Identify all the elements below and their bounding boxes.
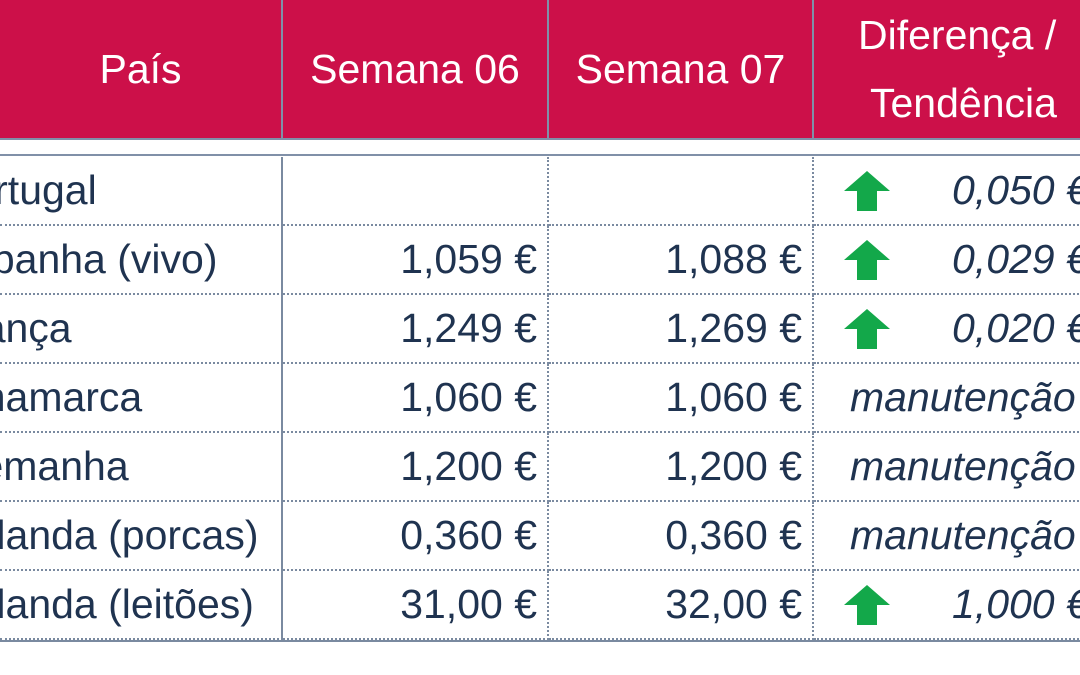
table-cell-week07: 32,00 € xyxy=(549,571,814,640)
week06-value: 1,200 € xyxy=(400,443,537,489)
diff-value: 1,000 € xyxy=(952,581,1080,627)
country-value: Espanha (vivo) xyxy=(0,236,218,282)
table-cell-week06: 0,360 € xyxy=(283,502,549,571)
country-value: Portugal xyxy=(0,167,97,213)
week07-value: 1,088 € xyxy=(665,236,802,282)
week06-value: 31,00 € xyxy=(400,581,537,627)
header-country: País xyxy=(0,0,283,140)
diff-text: manutenção xyxy=(850,374,1076,420)
table-cell-country: França xyxy=(0,295,283,364)
table-cell-diff: manutenção xyxy=(814,433,1080,502)
table-cell-week07: 1,269 € xyxy=(549,295,814,364)
country-value: Alemanha xyxy=(0,443,129,489)
header-week07-label: Semana 07 xyxy=(575,45,786,92)
header-week07: Semana 07 xyxy=(549,0,814,140)
week06-value: 0,360 € xyxy=(400,512,537,558)
table-cell-week06: 1,249 € xyxy=(283,295,549,364)
table-cell-week06: 31,00 € xyxy=(283,571,549,640)
table-cell-week06: 1,060 € xyxy=(283,364,549,433)
table-cell-diff: manutenção xyxy=(814,364,1080,433)
diff-text: manutenção xyxy=(850,443,1076,489)
table-cell-diff: 0,029 € xyxy=(814,226,1080,295)
header-diff: Diferença / Tendência xyxy=(814,0,1080,140)
week07-value: 1,269 € xyxy=(665,305,802,351)
table-cell-week06: 1,059 € xyxy=(283,226,549,295)
week07-value: 1,060 € xyxy=(665,374,802,420)
diff-value: 0,020 € xyxy=(952,305,1080,351)
week06-value: 1,249 € xyxy=(400,305,537,351)
arrow-up-icon xyxy=(844,239,890,280)
week06-value: 1,059 € xyxy=(400,236,537,282)
header-country-label: País xyxy=(99,45,182,92)
country-value: França xyxy=(0,305,72,351)
table-cell-week07: 1,088 € xyxy=(549,226,814,295)
diff-value: 0,050 € xyxy=(952,167,1080,213)
table-cell-week06 xyxy=(283,157,549,226)
week07-value: 1,200 € xyxy=(665,443,802,489)
table-cell-diff: manutenção xyxy=(814,502,1080,571)
arrow-up-icon xyxy=(844,308,890,349)
arrow-up-icon xyxy=(844,170,890,211)
country-value: Dinamarca xyxy=(0,374,143,420)
country-value: Holanda (porcas) xyxy=(0,512,259,558)
table-cell-country: Portugal xyxy=(0,157,283,226)
header-week06: Semana 06 xyxy=(283,0,549,140)
table-cell-week06: 1,200 € xyxy=(283,433,549,502)
week07-value: 32,00 € xyxy=(665,581,802,627)
table-cell-country: Alemanha xyxy=(0,433,283,502)
header-diff-line2: Tendência xyxy=(870,80,1057,126)
header-diff-line1: Diferença / xyxy=(858,12,1057,58)
diff-value: 0,029 € xyxy=(952,236,1080,282)
table-cell-country: Holanda (leitões) xyxy=(0,571,283,640)
table-cell-diff: 1,000 € xyxy=(814,571,1080,640)
table-cell-week07: 1,200 € xyxy=(549,433,814,502)
diff-text: manutenção xyxy=(850,512,1076,558)
arrow-up-icon xyxy=(844,584,890,625)
table-bottom-border xyxy=(0,640,1080,642)
table-cell-week07: 1,060 € xyxy=(549,364,814,433)
table-cell-country: Dinamarca xyxy=(0,364,283,433)
header-gap xyxy=(0,140,1080,156)
country-value: Holanda (leitões) xyxy=(0,581,254,627)
table-cell-diff: 0,050 € xyxy=(814,157,1080,226)
table-cell-week07: 0,360 € xyxy=(549,502,814,571)
week06-value: 1,060 € xyxy=(400,374,537,420)
table-cell-week07 xyxy=(549,157,814,226)
table-cell-country: Holanda (porcas) xyxy=(0,502,283,571)
table-cell-country: Espanha (vivo) xyxy=(0,226,283,295)
header-week06-label: Semana 06 xyxy=(310,45,520,92)
table-cell-diff: 0,020 € xyxy=(814,295,1080,364)
week07-value: 0,360 € xyxy=(665,512,802,558)
